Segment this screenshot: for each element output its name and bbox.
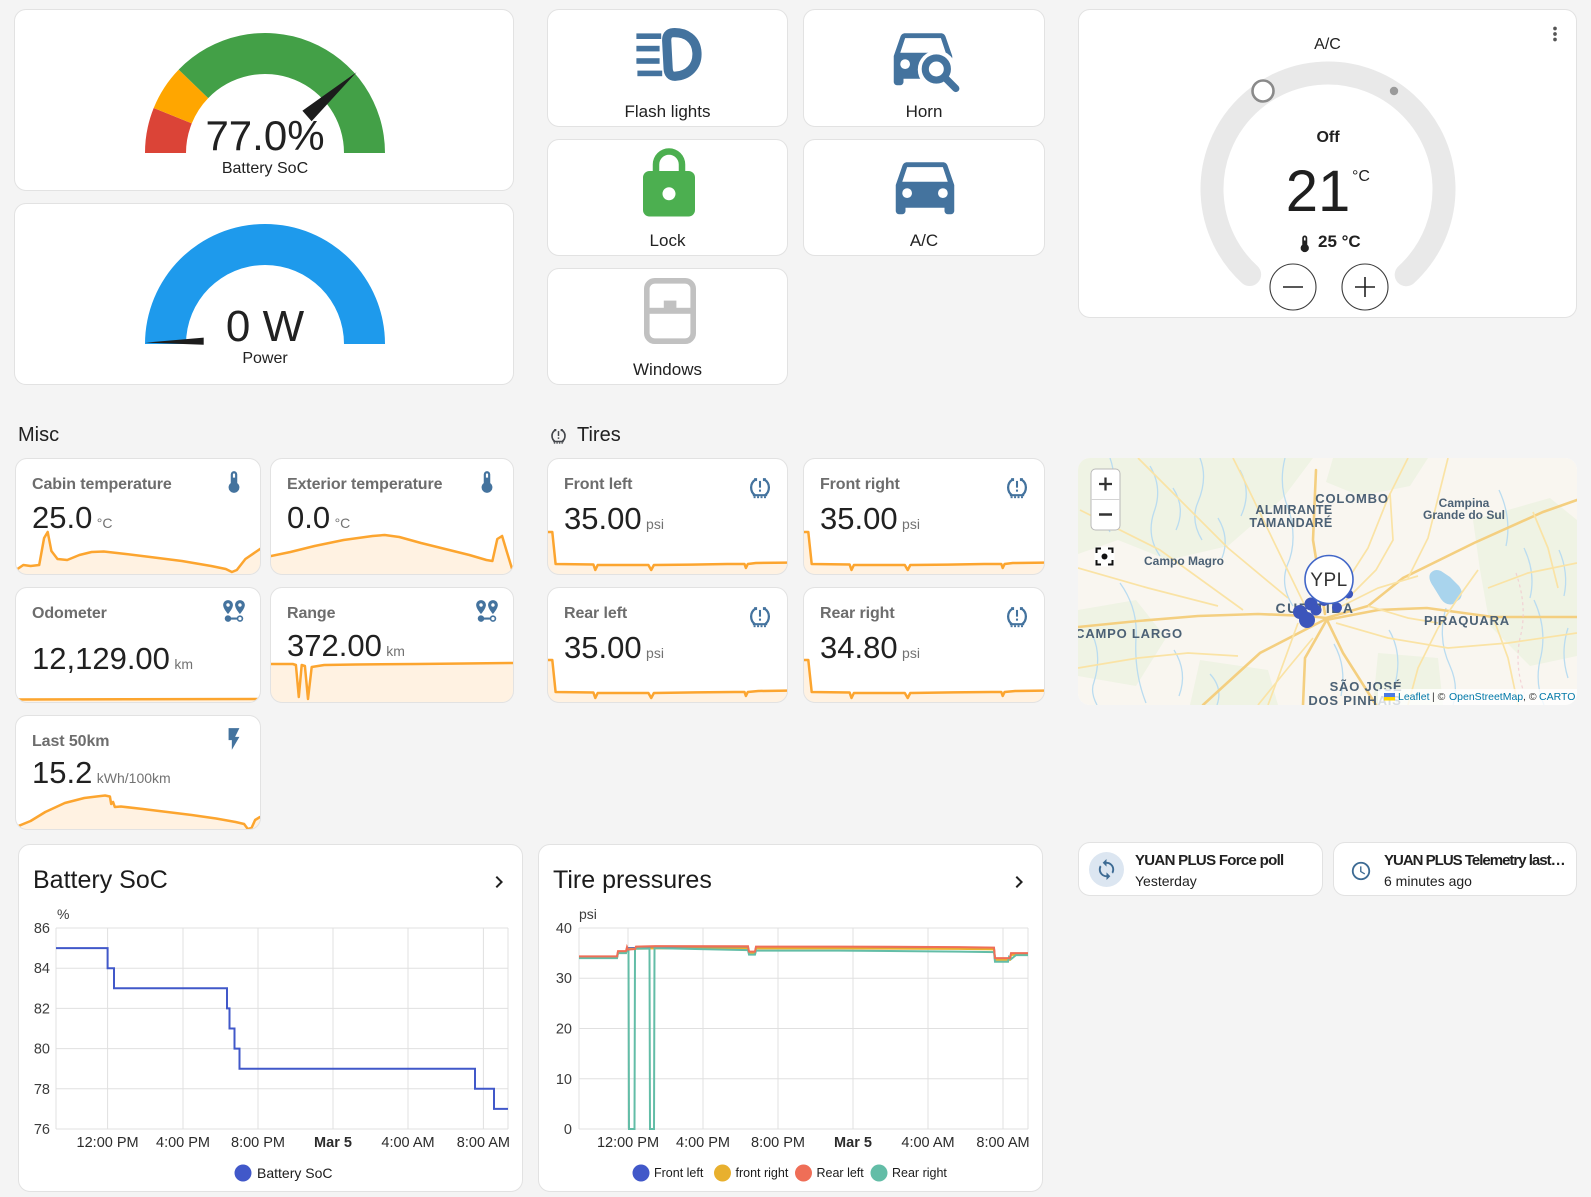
svg-text:CAMPO LARGO: CAMPO LARGO	[1078, 626, 1183, 641]
svg-text:Rear right: Rear right	[892, 1166, 947, 1180]
svg-text:8:00 PM: 8:00 PM	[231, 1135, 285, 1151]
svg-text:front right: front right	[736, 1166, 789, 1180]
svg-text:40: 40	[556, 921, 572, 937]
svg-text:DOS PINHAIS: DOS PINHAIS	[1308, 693, 1401, 705]
svg-text:30: 30	[556, 971, 572, 987]
svg-text:8:00 PM: 8:00 PM	[751, 1135, 805, 1151]
svg-text:Campina: Campina	[1439, 496, 1490, 510]
svg-text:%: %	[57, 906, 69, 922]
svg-text:Mar 5: Mar 5	[314, 1135, 352, 1151]
svg-text:8:00 AM: 8:00 AM	[976, 1135, 1029, 1151]
svg-text:Campo Magro: Campo Magro	[1144, 554, 1224, 568]
svg-text:4:00 PM: 4:00 PM	[676, 1135, 730, 1151]
svg-text:86: 86	[34, 921, 50, 937]
svg-text:77.0%: 77.0%	[205, 112, 324, 159]
svg-text:°C: °C	[1352, 168, 1370, 185]
svg-text:Grande do Sul: Grande do Sul	[1423, 508, 1505, 522]
svg-text:4:00 AM: 4:00 AM	[901, 1135, 954, 1151]
svg-text:PIRAQUARA: PIRAQUARA	[1424, 613, 1510, 628]
svg-text:OpenStreetMap: OpenStreetMap	[1449, 691, 1523, 703]
svg-text:20: 20	[556, 1022, 572, 1038]
svg-text:10: 10	[556, 1072, 572, 1088]
svg-text:4:00 AM: 4:00 AM	[381, 1135, 434, 1151]
svg-text:Front left: Front left	[654, 1166, 704, 1180]
svg-text:YPL: YPL	[1310, 570, 1347, 591]
svg-text:12:00 PM: 12:00 PM	[597, 1135, 659, 1151]
svg-text:Battery SoC: Battery SoC	[222, 160, 308, 177]
svg-text:82: 82	[34, 1001, 50, 1017]
svg-text:CARTO: CARTO	[1539, 691, 1575, 703]
svg-text:| ©: | ©	[1432, 691, 1446, 703]
svg-text:Battery SoC: Battery SoC	[257, 1165, 332, 1181]
svg-text:TAMANDARÉ: TAMANDARÉ	[1249, 515, 1332, 530]
svg-text:80: 80	[34, 1042, 50, 1058]
svg-text:84: 84	[34, 961, 50, 977]
svg-text:Off: Off	[1316, 129, 1340, 146]
svg-text:ALMIRANTE: ALMIRANTE	[1255, 503, 1332, 517]
svg-text:8:00 AM: 8:00 AM	[457, 1135, 510, 1151]
svg-text:78: 78	[34, 1082, 50, 1098]
svg-text:25 °C: 25 °C	[1318, 232, 1361, 251]
svg-text:76: 76	[34, 1122, 50, 1138]
svg-text:psi: psi	[579, 906, 597, 922]
svg-text:COLOMBO: COLOMBO	[1315, 491, 1388, 506]
svg-text:Leaflet: Leaflet	[1398, 691, 1430, 703]
svg-text:, ©: , ©	[1523, 691, 1537, 703]
svg-text:Rear left: Rear left	[817, 1166, 865, 1180]
svg-text:Power: Power	[242, 350, 288, 367]
svg-text:0: 0	[564, 1122, 572, 1138]
svg-text:12:00 PM: 12:00 PM	[77, 1135, 139, 1151]
svg-text:21: 21	[1286, 159, 1351, 224]
svg-text:Mar 5: Mar 5	[834, 1135, 872, 1151]
svg-text:0 W: 0 W	[226, 302, 305, 351]
svg-text:4:00 PM: 4:00 PM	[156, 1135, 210, 1151]
